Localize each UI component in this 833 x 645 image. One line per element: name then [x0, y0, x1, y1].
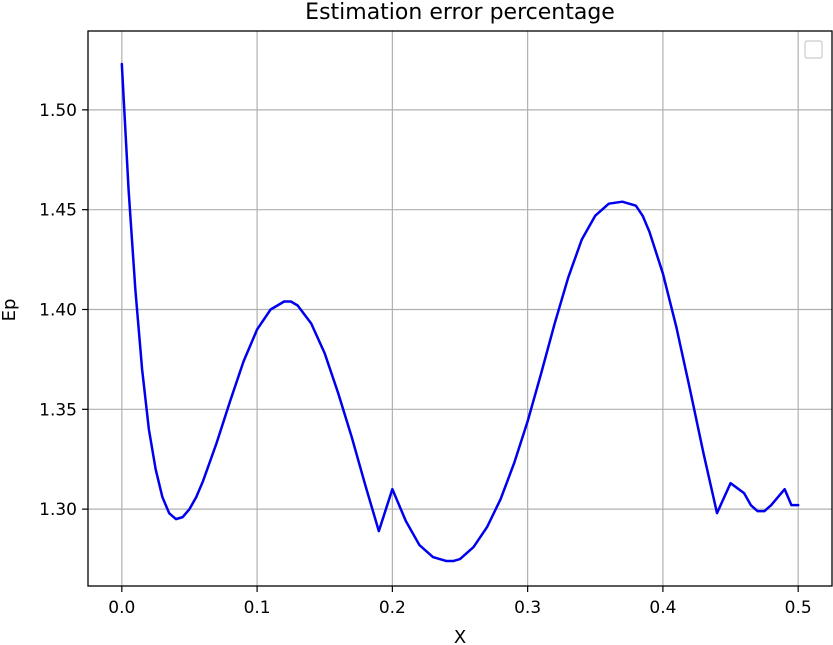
x-tick-label: 0.5	[785, 598, 812, 618]
x-tick-label: 0.1	[244, 598, 271, 618]
tick-layer: 0.0 0.1 0.2 0.3 0.4 0.5 1.30 1.35 1.40 1.45 1.50	[39, 101, 812, 618]
y-tick-label: 1.35	[39, 400, 77, 420]
x-tick-label: 0.4	[649, 598, 676, 618]
x-axis-label: X	[454, 627, 466, 645]
x-tick-label: 0.0	[108, 598, 135, 618]
chart-title: Estimation error percentage	[305, 0, 615, 25]
x-tick-label: 0.2	[379, 598, 406, 618]
grid-layer	[88, 31, 832, 586]
y-axis-label: Ep	[0, 299, 20, 322]
plot-frame	[87, 30, 833, 587]
y-tick-label: 1.40	[39, 300, 77, 320]
series-line	[120, 62, 800, 563]
x-tick-label: 0.3	[514, 598, 541, 618]
legend-box	[804, 40, 823, 59]
y-tick-label: 1.45	[39, 201, 77, 221]
y-tick-label: 1.30	[39, 500, 77, 520]
y-tick-label: 1.50	[39, 101, 77, 121]
series-layer	[120, 62, 800, 563]
